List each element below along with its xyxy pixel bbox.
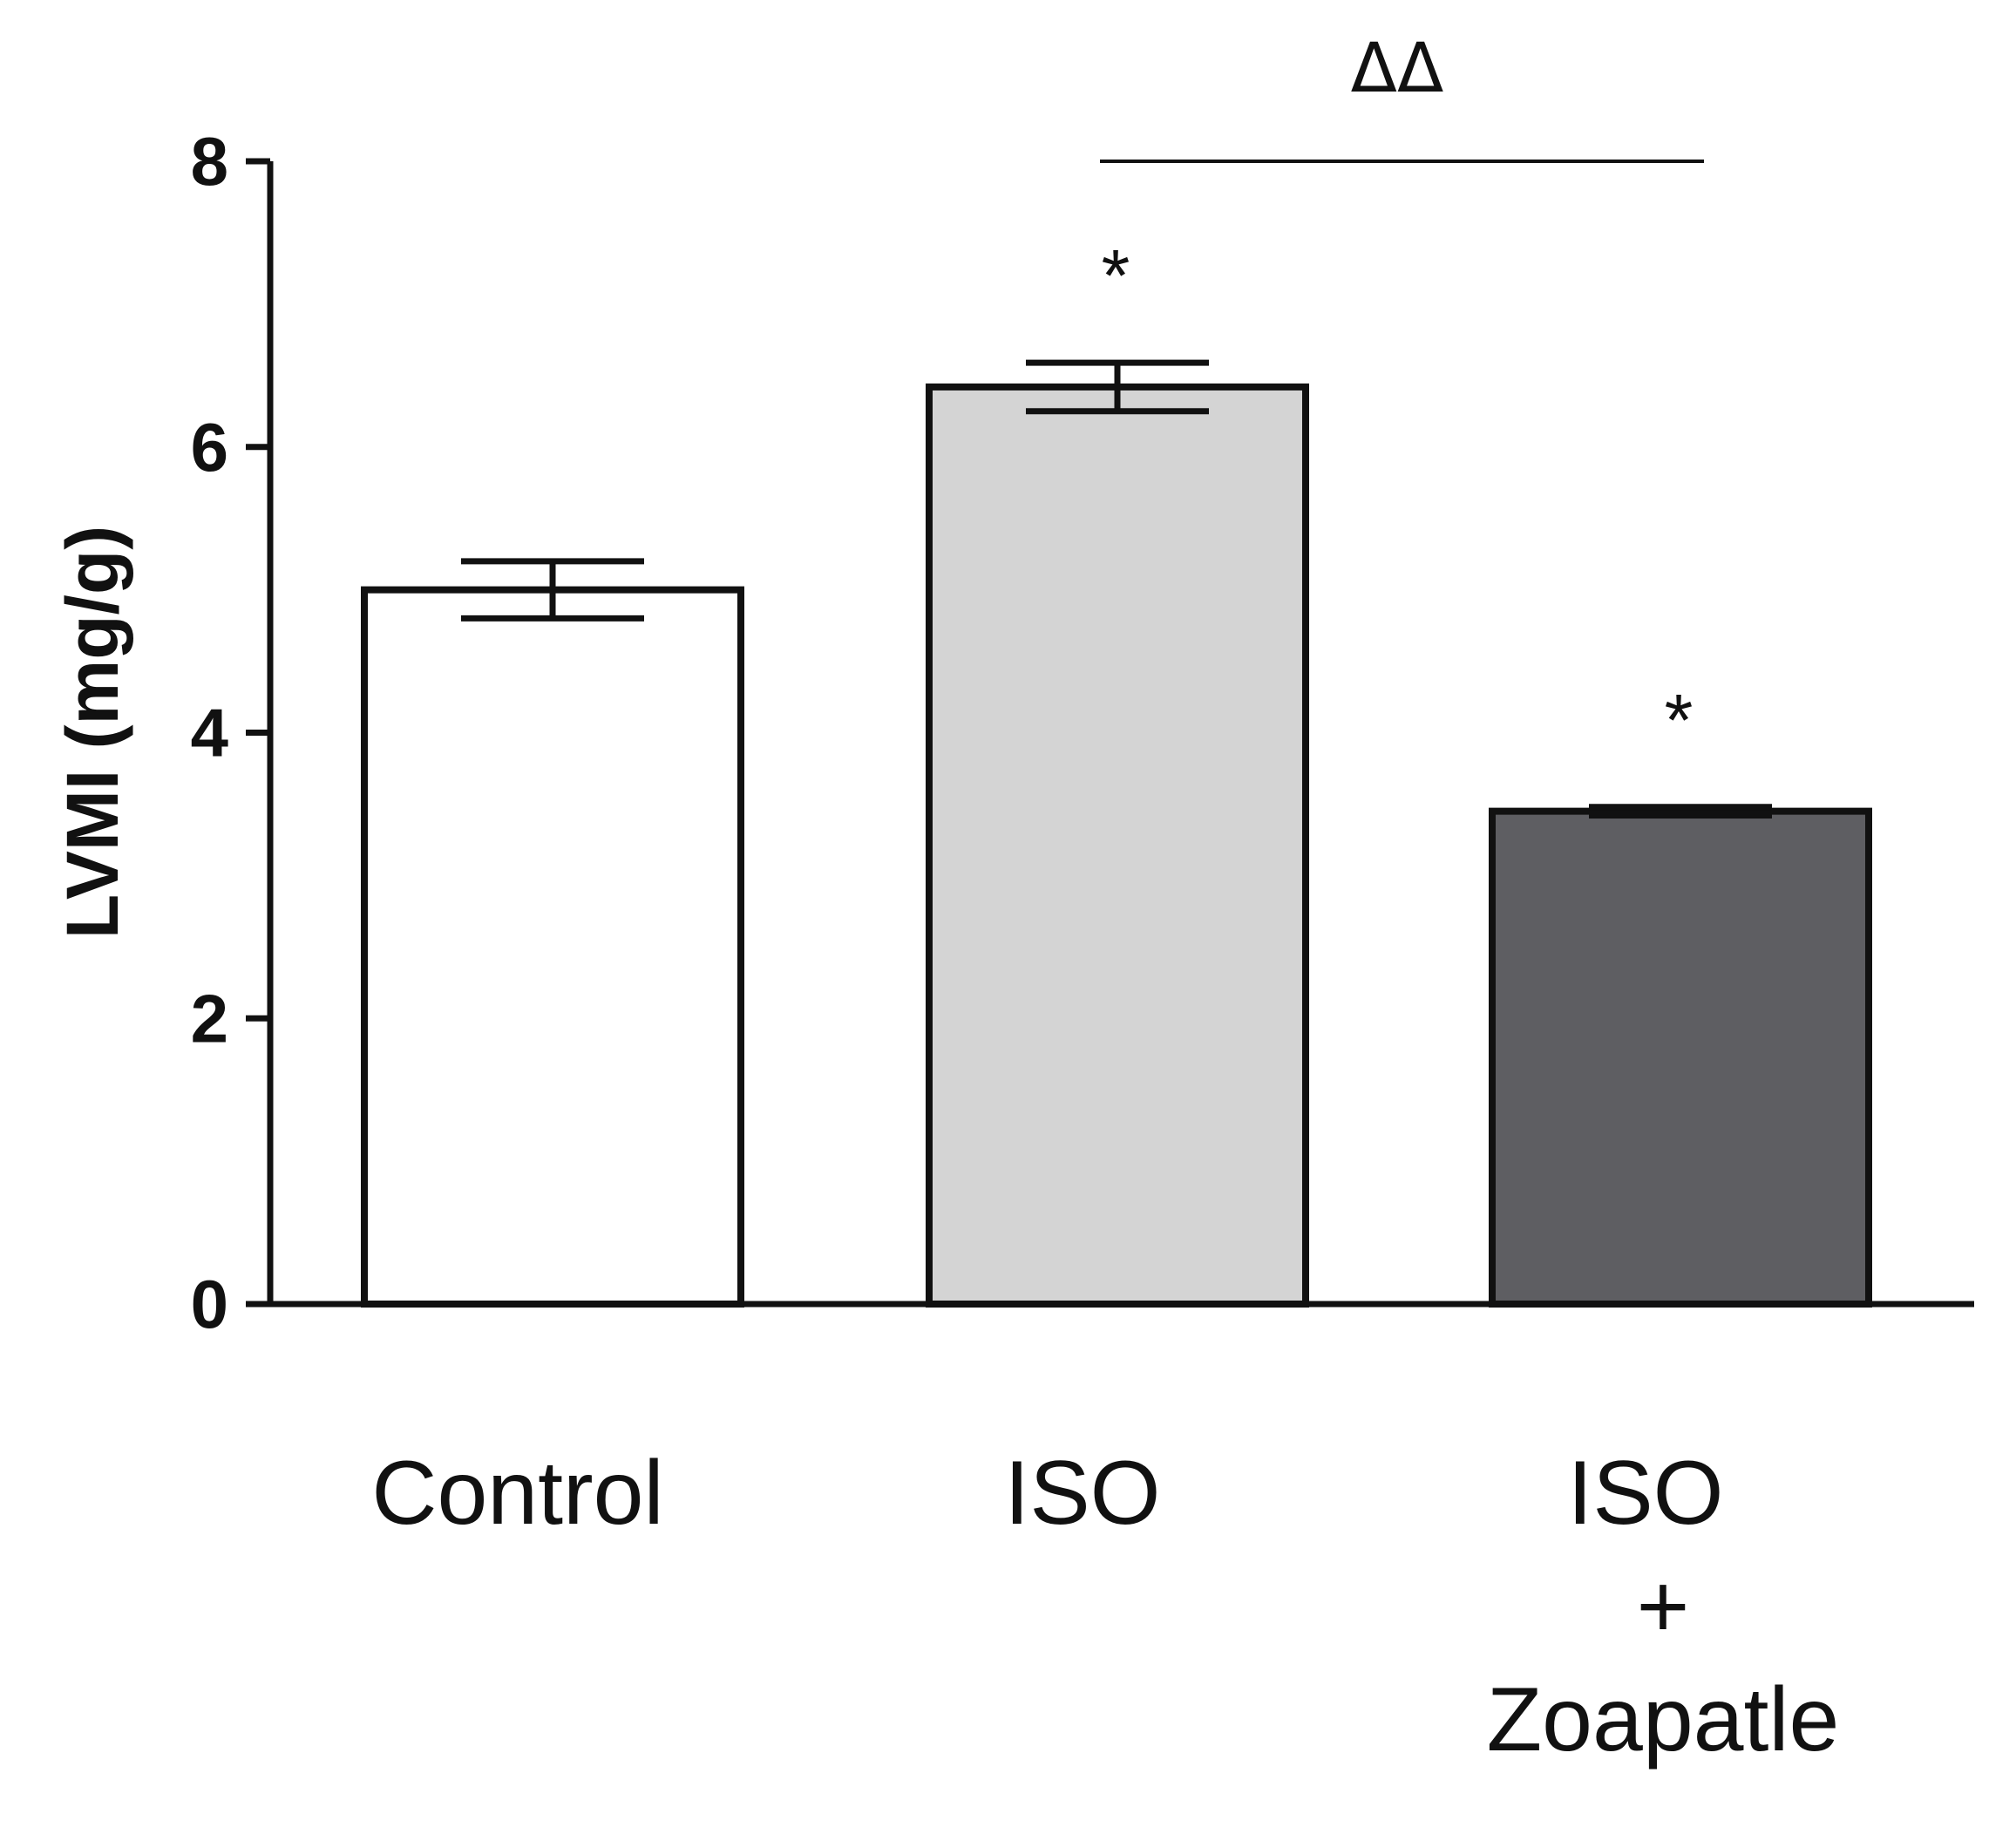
category-label-line: + bbox=[1637, 1556, 1690, 1657]
comparison-label: ΔΔ bbox=[1351, 30, 1444, 108]
annotations-group: * * ΔΔ bbox=[1100, 30, 1704, 761]
category-label-2: ISO bbox=[1004, 1443, 1160, 1544]
error-bars-group bbox=[461, 359, 1772, 819]
significance-marker-2: * bbox=[1665, 679, 1694, 761]
category-label-line: ISO bbox=[1567, 1443, 1723, 1544]
y-tick-label-2: 2 bbox=[191, 980, 228, 1056]
y-tick-label-4: 4 bbox=[191, 695, 228, 771]
category-labels-group: Control ISO ISO + Zoapatle bbox=[371, 1443, 1839, 1770]
category-label-3: ISO + Zoapatle bbox=[1487, 1443, 1840, 1770]
bar-1 bbox=[361, 586, 744, 1308]
y-tick-label-8: 8 bbox=[191, 123, 228, 200]
category-label-1: Control bbox=[371, 1443, 663, 1544]
y-ticks-group: 0 2 4 6 8 bbox=[191, 123, 270, 1342]
bars-group bbox=[361, 383, 1872, 1308]
category-label-line: Zoapatle bbox=[1487, 1669, 1840, 1770]
significance-marker-1: * bbox=[1102, 234, 1130, 316]
y-tick-label-0: 0 bbox=[191, 1266, 228, 1342]
bar-3 bbox=[1489, 807, 1872, 1308]
bar-2 bbox=[926, 383, 1309, 1308]
category-label-line: Control bbox=[371, 1443, 663, 1544]
y-tick-label-6: 6 bbox=[191, 409, 228, 486]
category-label-line: ISO bbox=[1004, 1443, 1160, 1544]
y-axis-label: LVMI (mg/g) bbox=[51, 526, 133, 939]
